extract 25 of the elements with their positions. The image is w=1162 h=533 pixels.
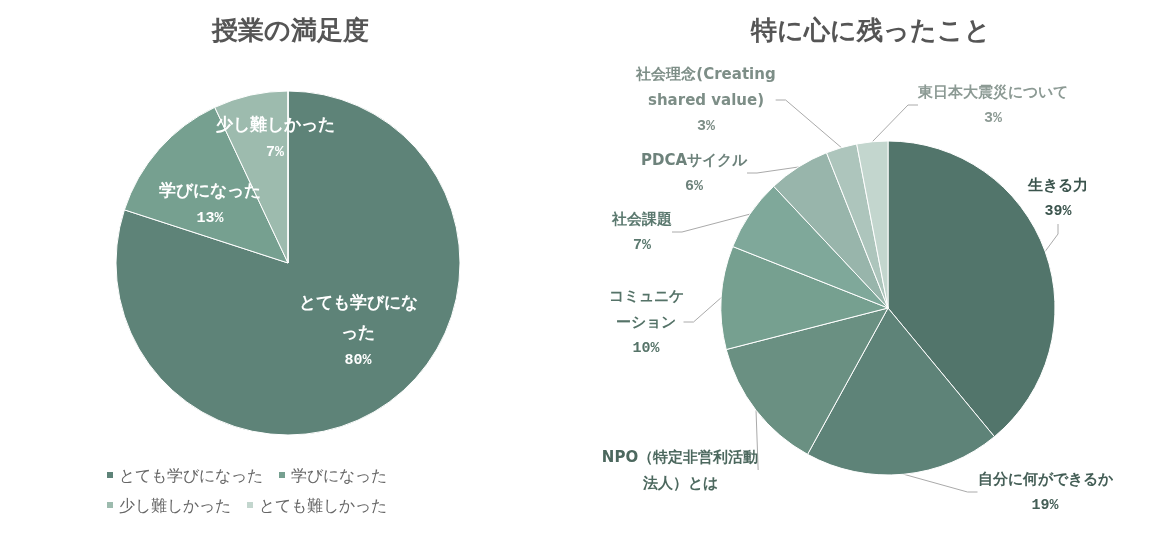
slice-label: コミュニケーション <box>608 287 684 331</box>
slice-label: 社会課題 <box>611 210 672 228</box>
data-label: 3% <box>696 117 716 135</box>
data-label: 39% <box>1044 202 1073 220</box>
data-label: 7% <box>632 236 652 254</box>
chart-title: 授業の満足度 <box>211 15 369 45</box>
slice-label: PDCAサイクル <box>640 151 749 169</box>
data-label: 10% <box>632 339 661 357</box>
slice-label: とても学びになった <box>298 292 418 342</box>
legend-label: とても学びになった <box>119 465 263 485</box>
slice-label: 社会理念(Creating shared value) <box>635 65 776 109</box>
slice-label: 東日本大震災について <box>917 83 1068 101</box>
data-label: 19% <box>1031 496 1060 514</box>
slice-label: 自分に何ができるか <box>977 470 1114 488</box>
slice-label: NPO（特定非営利活動法人）とは <box>601 448 759 492</box>
slice-label: 生きる力 <box>1027 176 1088 194</box>
data-label: 7% <box>265 143 285 161</box>
legend-label: 学びになった <box>291 465 387 485</box>
data-label: 80% <box>344 351 373 369</box>
chart-title: 特に心に残ったこと <box>749 15 991 45</box>
data-label: 3% <box>983 109 1003 127</box>
data-label: 6% <box>684 177 704 195</box>
data-label: 13% <box>196 209 225 227</box>
legend-label: 少し難しかった <box>119 495 231 515</box>
legend-label: とても難しかった <box>259 495 387 515</box>
